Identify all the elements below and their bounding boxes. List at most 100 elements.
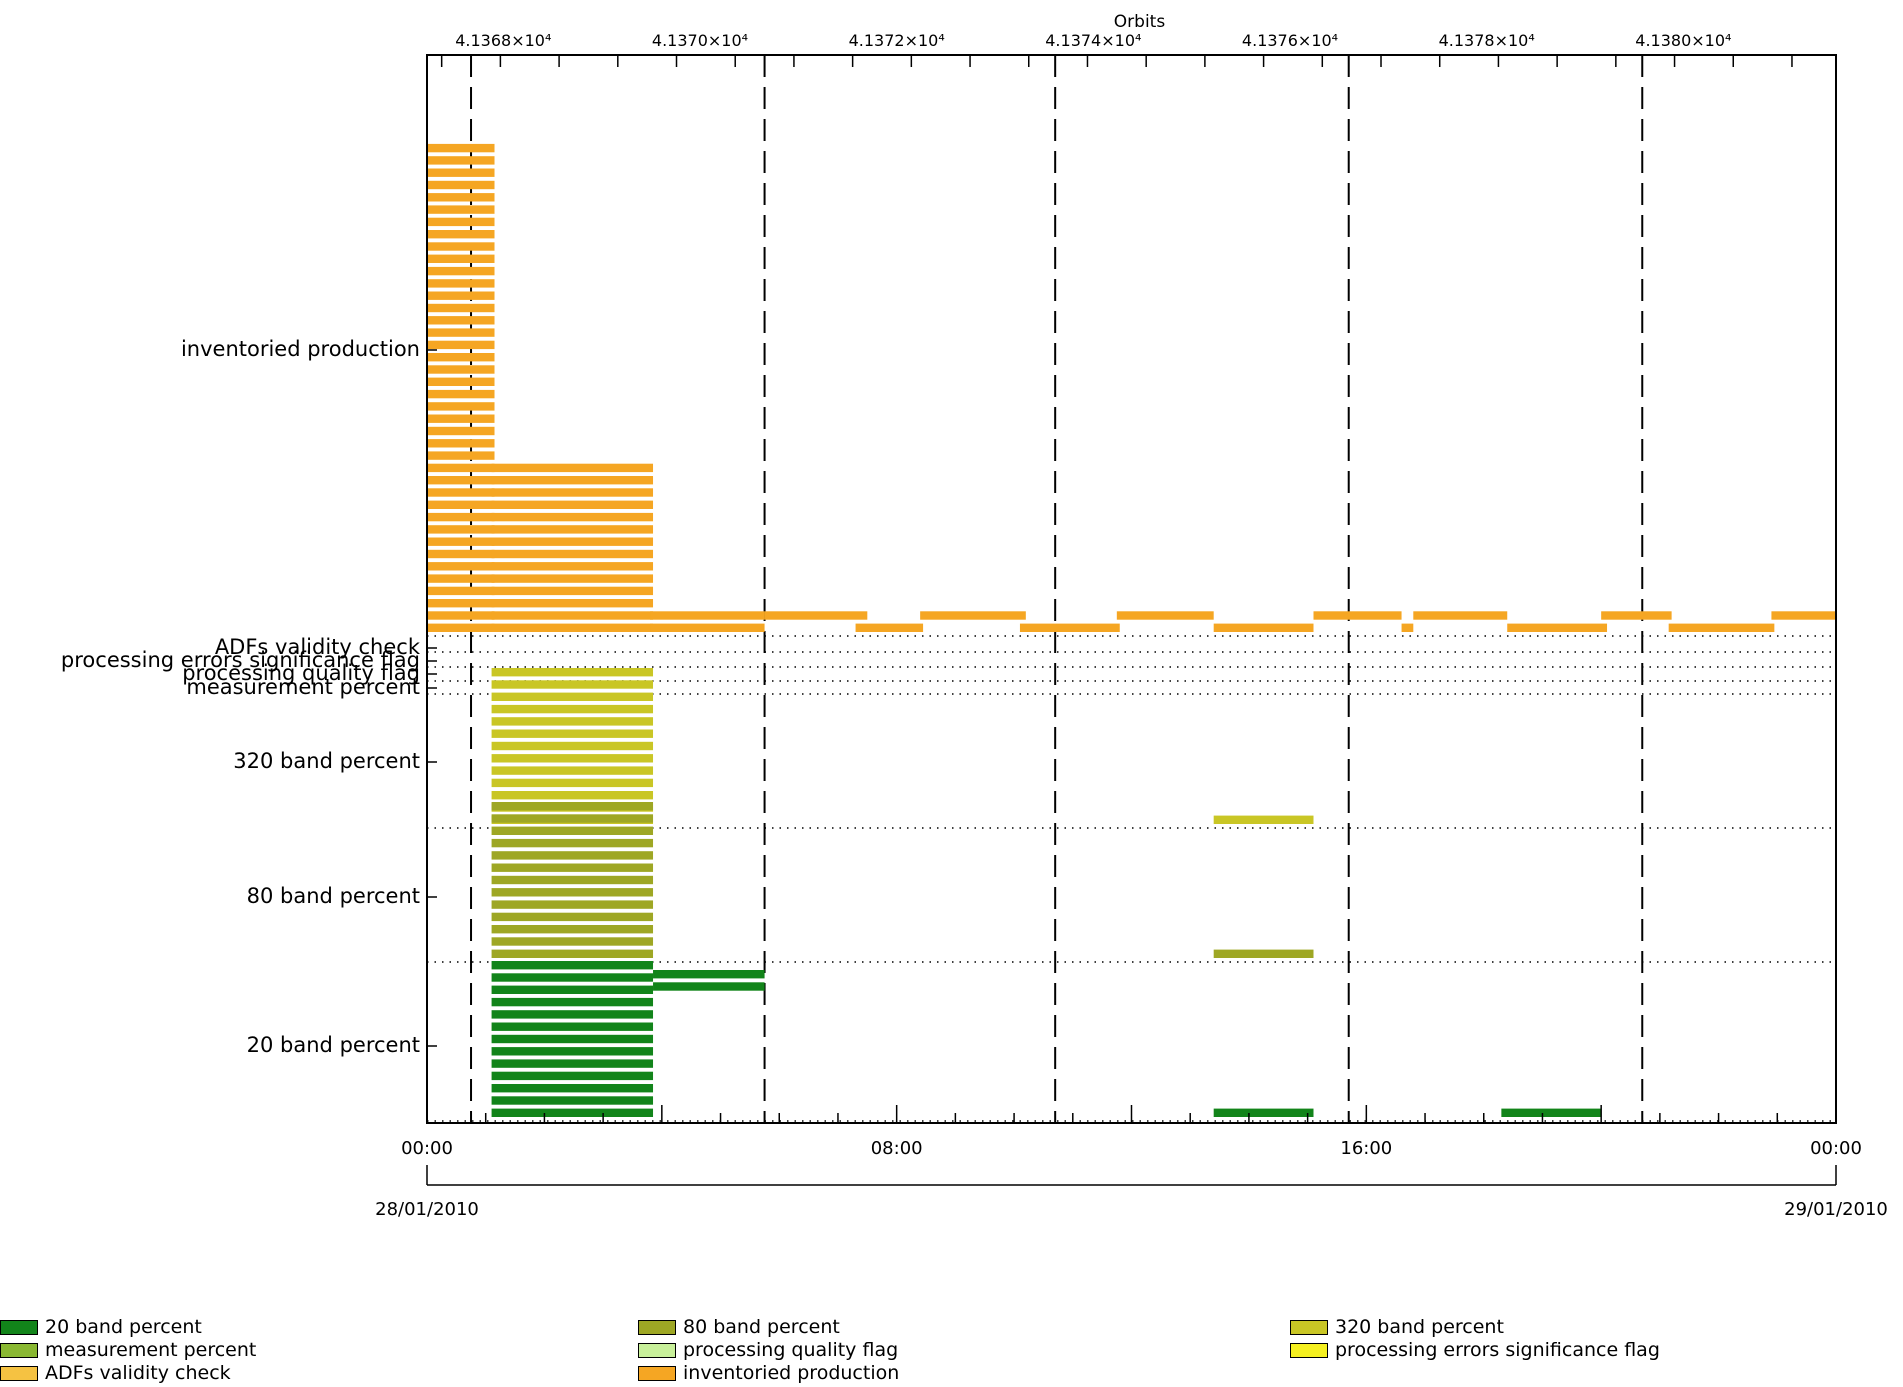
timeline-bar <box>491 1059 654 1068</box>
legend-label: inventoried production <box>683 1362 900 1384</box>
timeline-bar <box>427 500 495 509</box>
x-axis-tick-label: 00:00 <box>401 1138 453 1159</box>
timeline-bar <box>427 193 495 202</box>
timeline-bar <box>491 838 654 848</box>
timeline-bar <box>427 205 495 214</box>
end-date-label: 29/01/2010 <box>1784 1199 1888 1220</box>
timeline-bar <box>427 599 495 608</box>
x-axis-tick-label: 08:00 <box>871 1138 923 1159</box>
timeline-bar <box>491 1096 654 1105</box>
legend-label: 20 band percent <box>45 1316 202 1338</box>
top-axis-title: Orbits <box>1114 12 1166 32</box>
start-date-label: 28/01/2010 <box>375 1199 479 1220</box>
timeline-bar <box>491 863 654 872</box>
timeline-bar <box>427 439 495 448</box>
row-label: 320 band percent <box>233 749 420 773</box>
legend-item-processing-errors-significance-flag: processing errors significance flag <box>1290 1339 1660 1361</box>
row-label: ADFs validity check <box>215 635 421 659</box>
row-label: measurement percent <box>186 675 420 699</box>
timeline-bar <box>1313 611 1402 620</box>
legend-label: ADFs validity check <box>45 1362 231 1384</box>
timeline-bar <box>491 766 654 775</box>
timeline-bar <box>491 611 654 620</box>
timeline-bar <box>491 949 654 958</box>
legend-item-20-band-percent: 20 band percent <box>0 1316 202 1338</box>
timeline-bar <box>491 778 654 788</box>
timeline-bar <box>491 985 654 994</box>
timeline-bar <box>427 365 495 374</box>
timeline-bar <box>427 525 495 534</box>
timeline-bar <box>427 156 495 165</box>
timeline-bar <box>1213 1108 1314 1117</box>
timeline-bar <box>1501 1108 1602 1117</box>
legend-swatch <box>638 1342 676 1358</box>
timeline-bar <box>1213 623 1314 632</box>
timeline-bar <box>427 402 495 411</box>
timeline-bar <box>427 562 495 571</box>
legend-label: 80 band percent <box>683 1316 840 1338</box>
timeline-bar <box>1668 623 1775 632</box>
timeline-bar <box>491 692 654 701</box>
timeline-bar <box>427 180 495 190</box>
legend-swatch <box>638 1319 676 1335</box>
timeline-bar <box>1401 623 1414 632</box>
timeline-bar <box>1507 623 1608 632</box>
timeline-bar <box>491 888 654 897</box>
timeline-bar <box>427 316 495 325</box>
legend-item-80-band-percent: 80 band percent <box>638 1316 840 1338</box>
timeline-bar <box>491 937 654 946</box>
timeline-bar <box>491 802 654 811</box>
row-label: 20 band percent <box>247 1033 420 1057</box>
timeline-bar <box>1213 815 1314 824</box>
timeline-bar <box>427 168 495 177</box>
timeline-bar <box>427 230 495 239</box>
timeline-bar <box>427 254 495 263</box>
timeline-bar <box>653 970 765 979</box>
timeline-bar <box>491 512 654 522</box>
timeline-bar <box>491 623 654 632</box>
legend-item-320-band-percent: 320 band percent <box>1290 1316 1504 1338</box>
timeline-bar <box>491 826 654 835</box>
timeline-bar <box>491 488 654 497</box>
legend-item-processing-quality-flag: processing quality flag <box>638 1339 898 1361</box>
timeline-bar <box>491 961 654 970</box>
timeline-bar <box>491 680 654 689</box>
legend-swatch <box>0 1319 38 1335</box>
top-axis-tick-label: 4.1372×10⁴ <box>849 31 945 50</box>
timeline-bar <box>427 451 495 460</box>
timeline-bar <box>491 814 654 823</box>
timeline-bar <box>427 340 495 350</box>
timeline-bar <box>491 754 654 763</box>
timeline-bar <box>427 377 495 386</box>
legend-swatch <box>0 1365 38 1381</box>
row-label: inventoried production <box>181 337 420 361</box>
timeline-bar <box>491 704 654 714</box>
timeline-bar <box>491 997 654 1007</box>
legend-item-measurement-percent: measurement percent <box>0 1339 256 1361</box>
timeline-bar <box>764 611 868 620</box>
timeline-bar <box>920 611 1026 620</box>
timeline-bar <box>491 900 654 909</box>
timeline-bar <box>1771 611 1836 620</box>
legend-item-inventoried-production: inventoried production <box>638 1362 899 1384</box>
timeline-bar <box>427 488 495 497</box>
top-axis-tick-label: 4.1380×10⁴ <box>1635 31 1731 50</box>
timeline-bar <box>491 851 654 860</box>
timeline-bar <box>491 1010 654 1019</box>
timeline-bar <box>491 549 654 559</box>
timeline-bar <box>427 143 495 153</box>
timeline-bar <box>427 217 495 227</box>
row-label: 80 band percent <box>247 884 420 908</box>
timeline-bar <box>491 599 654 608</box>
timeline-bar <box>427 623 495 632</box>
timeline-bar <box>1019 623 1120 632</box>
x-axis-tick-label: 16:00 <box>1340 1138 1392 1159</box>
timeline-bar <box>491 875 654 885</box>
legend-label: 320 band percent <box>1335 1316 1504 1338</box>
legend: 20 band percent measurement percent ADFs… <box>0 1308 1903 1384</box>
timeline-bar <box>491 1034 654 1044</box>
timeline-bar <box>427 353 495 362</box>
timeline-bar <box>427 291 495 300</box>
